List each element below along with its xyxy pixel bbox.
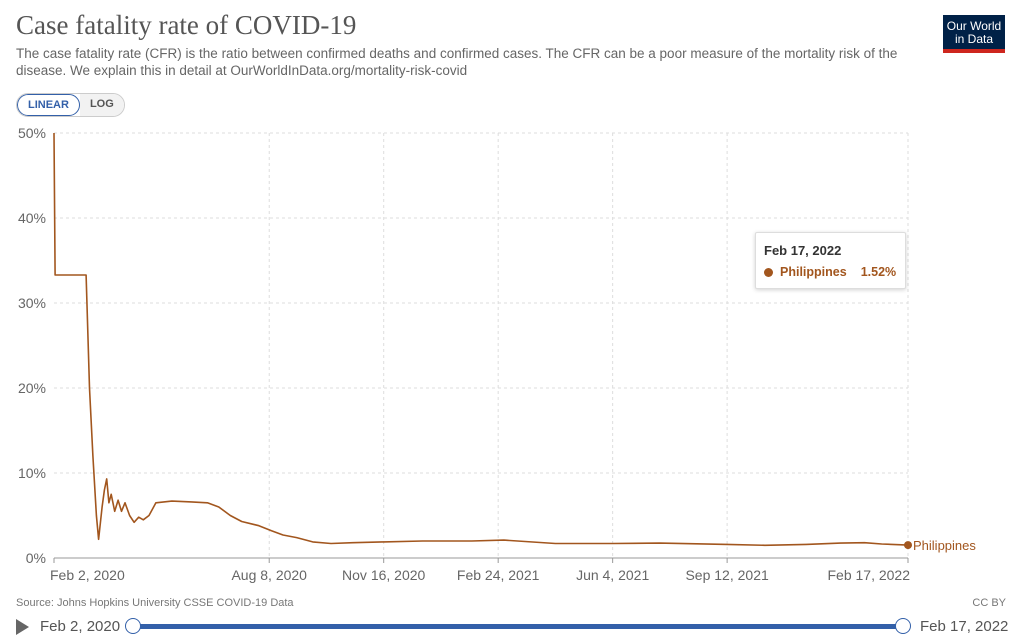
- license-link[interactable]: CC BY: [972, 597, 1006, 609]
- x-tick-label: Sep 12, 2021: [685, 567, 769, 583]
- timeline-start-label: Feb 2, 2020: [40, 618, 121, 635]
- chart-subtitle: The case fatality rate (CFR) is the rati…: [16, 46, 898, 78]
- series-end-point[interactable]: [904, 541, 912, 550]
- x-tick-label: Jun 4, 2021: [576, 567, 649, 583]
- log-scale-button[interactable]: LOG: [79, 94, 124, 116]
- y-tick-label: 10%: [18, 465, 46, 481]
- hover-tooltip: Feb 17, 2022 Philippines 1.52%: [755, 232, 906, 289]
- line-chart[interactable]: 0% 10% 20% 30% 40% 50% Feb 2, 2020 Aug 8, 2020…: [0, 0, 1024, 600]
- y-tick-label: 40%: [18, 210, 46, 226]
- x-tick-label: Nov 16, 2020: [342, 567, 425, 583]
- tooltip-entity: Philippines: [780, 265, 847, 279]
- logo-line1: Our World: [946, 19, 1002, 33]
- y-tick-label: 0%: [26, 550, 46, 566]
- owid-logo[interactable]: Our World in Data: [943, 15, 1005, 53]
- y-tick-label: 50%: [18, 125, 46, 141]
- timeline-track[interactable]: [132, 624, 903, 629]
- x-tick-label: Feb 24, 2021: [457, 567, 540, 583]
- timeline: Feb 2, 2020 Feb 17, 2022: [0, 614, 1024, 638]
- chart-title: Case fatality rate of COVID-19: [16, 10, 357, 40]
- logo-line2: in Data: [954, 32, 994, 46]
- tooltip-date: Feb 17, 2022: [764, 243, 842, 258]
- x-tick-label: Feb 17, 2022: [827, 567, 910, 583]
- tooltip-value: 1.52%: [860, 265, 897, 279]
- y-tick-label: 20%: [18, 380, 46, 396]
- x-tick-label: Feb 2, 2020: [50, 567, 125, 583]
- legend-dot-icon: [764, 267, 773, 277]
- tooltip-row: Philippines 1.52%: [764, 265, 896, 279]
- timeline-start-handle[interactable]: [125, 618, 141, 634]
- source-note[interactable]: Source: Johns Hopkins University CSSE CO…: [16, 597, 294, 609]
- series-label[interactable]: Philippines: [913, 538, 976, 553]
- series-line-philippines[interactable]: [53, 132, 909, 547]
- y-tick-label: 30%: [18, 295, 46, 311]
- timeline-end-handle[interactable]: [895, 618, 911, 634]
- timeline-end-label: Feb 17, 2022: [920, 618, 1009, 635]
- scale-toggle: LINEAR LOG: [16, 93, 125, 117]
- play-icon[interactable]: [16, 619, 29, 635]
- x-tick-label: Aug 8, 2020: [231, 567, 307, 583]
- linear-scale-button[interactable]: LINEAR: [17, 94, 80, 116]
